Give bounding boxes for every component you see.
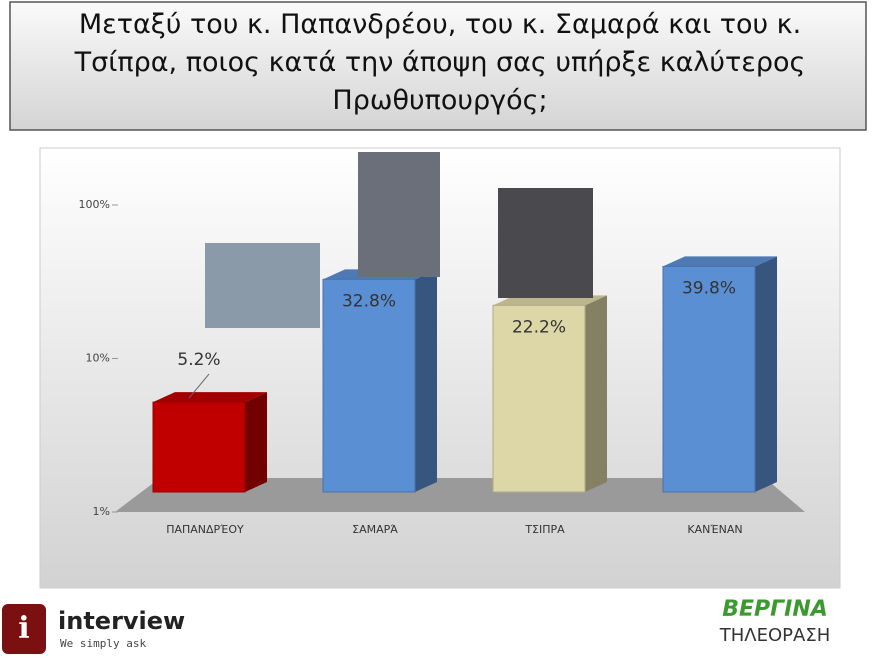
floor (115, 478, 805, 512)
x-tick-label: ΚΑΝΈΝΑΝ (687, 523, 742, 536)
y-tick-label: 10% (86, 352, 110, 365)
value-label: 39.8% (682, 278, 736, 298)
left-tagline: We simply ask (60, 637, 146, 650)
bar-side (755, 256, 777, 492)
bar-side (415, 269, 437, 492)
bar (152, 401, 246, 493)
title-wrap: Μεταξύ του κ. Παπανδρέου, του κ. Σαμαρά … (74, 9, 806, 116)
title-box (9, 1, 867, 131)
chart-title: Μεταξύ του κ. Παπανδρέου, του κ. Σαμαρά … (74, 9, 806, 116)
logo-icon (2, 604, 46, 654)
bar (322, 278, 416, 493)
right-tagline: ΤΗΛΕΟΡΑΣΗ (719, 625, 830, 646)
bar-side (245, 392, 267, 492)
right-logo: ΒΕΡΓΙΝΑ (722, 597, 828, 622)
x-tick-label: ΣΑΜΑΡΆ (352, 523, 398, 536)
photo (498, 188, 593, 298)
value-label: 5.2% (177, 350, 220, 370)
bar-top (663, 256, 777, 267)
value-label: 22.2% (512, 317, 566, 337)
logo-icon-letter: i (18, 611, 29, 646)
bar-top (153, 392, 267, 403)
leader-line (188, 373, 210, 399)
bar-side (585, 295, 607, 492)
x-tick-label: ΠΑΠΑΝΔΡΈΟΥ (166, 523, 244, 536)
left-logo: interview (58, 607, 185, 635)
x-tick-label: ΤΣΙΠΡΑ (524, 523, 565, 536)
photo (358, 152, 440, 277)
value-label: 32.8% (342, 291, 396, 311)
y-tick-label: 1% (93, 505, 110, 518)
bar (492, 304, 586, 493)
photo (205, 243, 320, 328)
bar (662, 265, 756, 493)
y-tick-label: 100% (79, 198, 110, 211)
photos (205, 152, 593, 328)
